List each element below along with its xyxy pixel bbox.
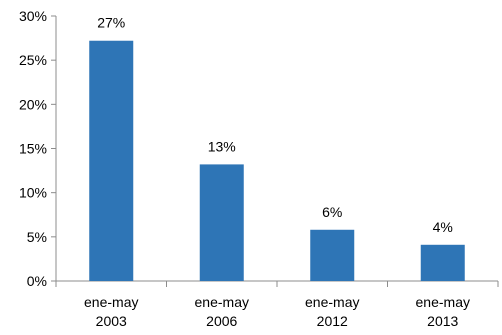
bar xyxy=(420,244,465,281)
bar-value-label: 13% xyxy=(208,138,236,154)
x-category-label-line: ene-may xyxy=(195,294,249,310)
y-tick-label: 0% xyxy=(27,273,47,289)
x-category-label: ene-may 2012 xyxy=(305,294,359,329)
bar xyxy=(310,229,355,281)
bar xyxy=(199,164,244,281)
x-category-label: ene-may 2003 xyxy=(84,294,138,329)
data-labels: 27% 13% 6% 4% xyxy=(97,15,453,235)
x-category-label-line: 2013 xyxy=(427,313,458,329)
y-tick-label: 20% xyxy=(19,96,47,112)
x-category-label: ene-may 2006 xyxy=(195,294,249,329)
bar-value-label: 6% xyxy=(322,204,342,220)
x-category-label-line: 2003 xyxy=(96,313,127,329)
y-axis: 0% 5% 10% 15% 20% 25% 30% xyxy=(19,8,57,289)
y-tick-label: 10% xyxy=(19,185,47,201)
bar-value-label: 27% xyxy=(97,15,125,31)
bars xyxy=(89,40,465,281)
x-category-label-line: ene-may xyxy=(84,294,138,310)
x-category-label-line: 2012 xyxy=(317,313,348,329)
y-tick-label: 25% xyxy=(19,52,47,68)
x-category-label-line: 2006 xyxy=(206,313,237,329)
y-tick-label: 30% xyxy=(19,8,47,24)
bar xyxy=(89,40,134,281)
y-tick-label: 5% xyxy=(27,229,47,245)
x-category-label-line: ene-may xyxy=(416,294,470,310)
x-category-label-line: ene-may xyxy=(305,294,359,310)
bar-value-label: 4% xyxy=(433,219,453,235)
x-category-label: ene-may 2013 xyxy=(416,294,470,329)
y-tick-label: 15% xyxy=(19,141,47,157)
